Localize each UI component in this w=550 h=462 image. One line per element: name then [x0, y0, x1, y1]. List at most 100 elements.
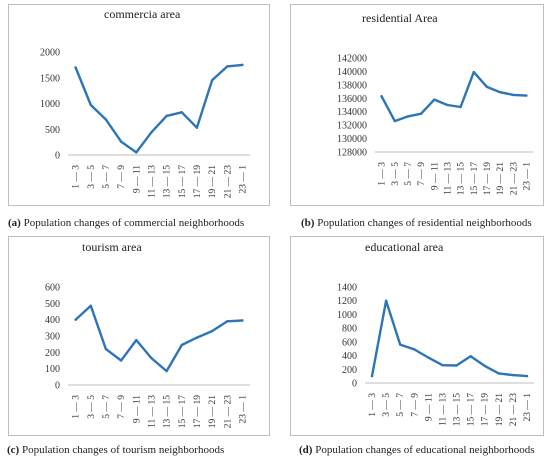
x-tick-label: 7 — 9 [117, 395, 127, 419]
y-tick-label: 1200 [337, 296, 357, 307]
data-point [485, 85, 489, 89]
data-point [135, 151, 138, 154]
data-point [459, 105, 462, 109]
x-tick-label: 23 — 1 [238, 395, 248, 424]
x-tick-label: 13 — 15 [453, 393, 463, 427]
x-tick-label: 17 — 19 [481, 393, 491, 427]
y-tick-label: 0 [352, 379, 357, 390]
x-tick-label: 11 — 13 [438, 393, 448, 426]
data-point [104, 118, 108, 121]
y-tick-label: 300 [45, 332, 60, 343]
x-tick-label: 15 — 17 [470, 162, 480, 196]
caption-text: Population changes of tourism neighborho… [19, 444, 225, 456]
data-point [393, 119, 396, 123]
x-tick-label: 17 — 19 [193, 165, 203, 199]
x-tick-label: 21 — 23 [223, 395, 233, 429]
data-point [241, 63, 244, 67]
y-tick-label: 128000 [337, 148, 367, 159]
data-point [512, 93, 515, 97]
x-tick-label: 3 — 5 [87, 165, 97, 189]
x-tick-label: 23 — 1 [523, 393, 533, 422]
caption-educational: (d) Population changes of educational ne… [299, 444, 535, 456]
x-tick-label: 3 — 5 [382, 393, 392, 417]
chart-title: educational area [365, 240, 444, 254]
chart-title: commercia area [104, 7, 181, 21]
caption-text: Population changes of commercial neighbo… [20, 217, 245, 229]
data-point [150, 356, 153, 360]
caption-commercial: (a) Population changes of commercial nei… [8, 217, 244, 229]
data-point [165, 369, 168, 373]
data-point [180, 343, 183, 347]
data-point [472, 70, 475, 74]
data-point [195, 126, 199, 129]
data-point [469, 355, 472, 358]
data-point [455, 364, 458, 367]
y-tick-label: 1500 [40, 73, 60, 84]
x-tick-label: 11 — 13 [147, 165, 157, 198]
caption-text: Population changes of educational neighb… [312, 444, 535, 456]
x-tick-label: 11 — 13 [147, 395, 157, 428]
x-tick-label: 3 — 5 [87, 395, 97, 419]
data-point [195, 336, 199, 339]
y-tick-label: 132000 [337, 121, 367, 132]
caption-label: (b) [301, 217, 315, 229]
y-tick-label: 136000 [337, 94, 367, 105]
x-tick-label: 1 — 3 [378, 162, 388, 186]
caption-label: (c) [7, 444, 20, 456]
data-point [384, 299, 388, 302]
x-tick-label: 17 — 19 [193, 395, 203, 429]
x-tick-label: 21 — 23 [509, 393, 519, 427]
x-tick-label: 23 — 1 [238, 165, 248, 194]
data-point [150, 131, 153, 134]
data-point [433, 98, 436, 101]
data-point [441, 363, 444, 367]
y-tick-label: 1400 [337, 283, 357, 294]
data-point [380, 95, 383, 98]
data-point [89, 304, 92, 307]
series-line-commercia-area [74, 63, 244, 154]
chart-frame [290, 4, 544, 206]
data-point [241, 319, 244, 322]
x-tick-label: 13 — 15 [163, 165, 173, 199]
x-tick-label: 13 — 15 [457, 162, 467, 196]
y-tick-label: 1000 [40, 99, 60, 110]
y-tick-label: 140000 [337, 67, 367, 78]
chart-educational: educational area 0 200 400 600 800 1000 1200 140… [290, 236, 544, 436]
data-point [119, 359, 123, 362]
y-tick-label: 2000 [40, 48, 60, 59]
data-point [226, 65, 229, 68]
y-tick-label: 0 [55, 381, 60, 392]
data-point [483, 364, 486, 368]
chart-panel-tourism: tourism area 0 100 200 300 400 500 600 1 — 3 3 — … [8, 236, 270, 436]
data-point [406, 115, 410, 118]
chart-panel-residential: residential Area 128000 130000 132000 134000… [290, 4, 544, 206]
x-tick-label: 19 — 21 [496, 162, 506, 196]
y-tick-label: 1000 [337, 310, 357, 321]
chart-title: tourism area [82, 240, 142, 254]
data-point [210, 79, 214, 82]
y-tick-label: 800 [342, 324, 357, 335]
x-tick-label: 15 — 17 [178, 395, 188, 429]
y-tick-label: 200 [45, 348, 60, 359]
y-tick-label: 138000 [337, 80, 367, 91]
y-tick-label: 0 [55, 151, 60, 162]
x-tick-label: 9 — 11 [424, 393, 434, 421]
x-tick-label: 21 — 23 [223, 165, 233, 199]
caption-tourism: (c) Population changes of tourism neighb… [7, 444, 224, 456]
data-point [413, 348, 416, 351]
x-tick-label: 23 — 1 [522, 162, 532, 191]
x-tick-label: 9 — 11 [430, 162, 440, 190]
data-point [104, 347, 108, 351]
x-tick-label: 17 — 19 [483, 162, 493, 196]
data-point [525, 94, 528, 97]
data-point [427, 356, 430, 359]
x-tick-label: 19 — 21 [208, 395, 218, 429]
x-tick-label: 19 — 21 [208, 165, 218, 199]
y-tick-label: 130000 [337, 134, 367, 145]
series-line-residential-area [380, 70, 528, 123]
x-tick-label: 7 — 9 [117, 165, 127, 189]
x-tick-label: 15 — 17 [178, 165, 188, 199]
data-point [446, 103, 449, 107]
y-tick-label: 200 [342, 365, 357, 376]
x-tick-label: 9 — 11 [132, 165, 142, 193]
